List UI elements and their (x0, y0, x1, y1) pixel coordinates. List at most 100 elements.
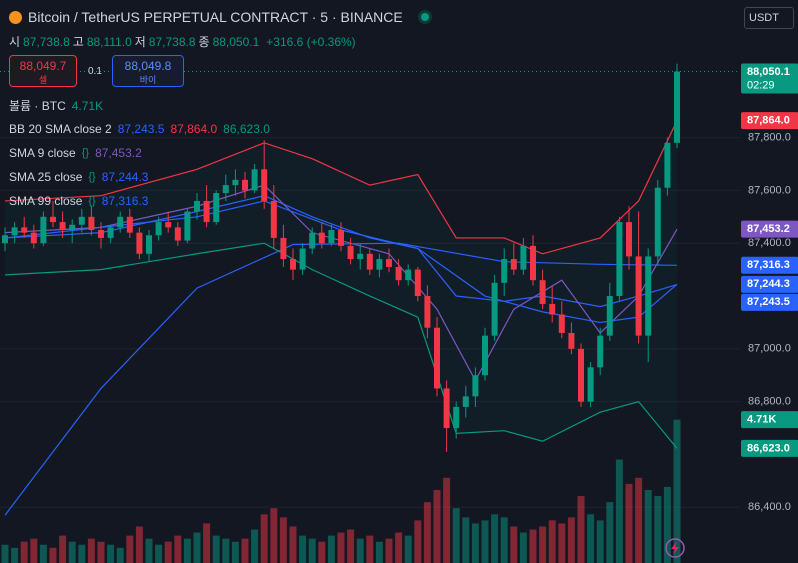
price-badge: 88,050.102:29 (741, 63, 798, 94)
sell-button[interactable]: 88,049.7 셀 (9, 55, 77, 87)
candle-body (290, 259, 296, 270)
volume-bar (356, 538, 364, 563)
candle-body (482, 335, 488, 376)
ohlc-row: 시 87,738.8 고 88,111.0 저 87,738.8 종 88,050.1 … (9, 33, 356, 50)
badge-label: 4.71K (747, 414, 776, 426)
volume-bar (481, 520, 489, 563)
candle-body (299, 248, 306, 270)
volume-bar (97, 541, 105, 563)
indicator-line (4, 200, 678, 324)
legend-value: 87,243.5 (117, 122, 165, 136)
candle-body (501, 259, 508, 283)
volume-bar (491, 514, 499, 563)
candle-body (414, 269, 421, 297)
candle-body (222, 185, 229, 194)
candle-body (309, 232, 316, 249)
volume-bar (155, 544, 163, 563)
volume-bar (231, 541, 239, 563)
indicator-line (4, 120, 678, 255)
badge-label: 88,050.1 (747, 66, 790, 78)
candle-body (366, 253, 373, 270)
badge-label: 87,244.3 (747, 278, 790, 290)
sma99-legend: SMA 99 close {} 87,316.3 (9, 194, 148, 208)
candle-body (88, 216, 95, 231)
volume-bar (174, 535, 182, 563)
candle-body (328, 230, 335, 244)
volume-bar (39, 544, 47, 563)
volume-bar (529, 529, 537, 563)
badge-bg (741, 112, 798, 130)
status-dot (420, 13, 429, 21)
candle-body (21, 227, 28, 233)
alert-button (665, 538, 685, 558)
volume-bar (606, 502, 614, 563)
candle-body (587, 367, 594, 402)
candle-body (434, 327, 440, 389)
candle-body (578, 348, 584, 402)
y-tick-label: 86,400.0 (748, 501, 791, 513)
volume-bar (59, 535, 67, 563)
volume-bar (587, 514, 595, 563)
ohlc-value: 88,111.0 (86, 34, 132, 49)
volume-bar (279, 517, 287, 563)
volume-bar (615, 459, 623, 563)
buy-button[interactable]: 88,049.8 바이 (112, 55, 184, 87)
y-tick-label: 87,600.0 (748, 184, 791, 196)
badge-bg (741, 63, 798, 94)
candle-body (347, 245, 354, 260)
candle-body (462, 396, 469, 407)
code-icon: {} (81, 147, 90, 159)
candle-body (280, 237, 287, 260)
candle-body (558, 314, 565, 333)
currency-select[interactable]: USDT (744, 7, 794, 29)
legend-value: 87,244.3 (101, 170, 149, 184)
volume-bar (539, 526, 547, 563)
y-tick-label: 86,800.0 (748, 396, 791, 408)
candle-body (645, 256, 652, 336)
volume-bar (299, 535, 307, 563)
y-tick-label: 87,000.0 (748, 343, 791, 355)
volume-bar (318, 541, 326, 563)
sma25-legend: SMA 25 close {} 87,244.3 (9, 170, 148, 184)
volume-bar (107, 544, 115, 563)
candle-body (2, 235, 8, 244)
price-badge: 87,864.0 (741, 112, 798, 130)
candle-body (251, 169, 258, 191)
candle-body (357, 253, 364, 260)
candle-body (472, 375, 479, 397)
candle-body (674, 71, 680, 143)
alert-icon (671, 541, 679, 555)
volume-bar (183, 538, 191, 563)
volume-bar (11, 547, 19, 563)
volume-bar (49, 547, 57, 563)
volume-bar (471, 523, 479, 563)
badge-label: 87,864.0 (747, 115, 790, 127)
candle-body (11, 227, 18, 236)
chart-title: Bitcoin / TetherUS PERPETUAL CONTRACT · … (28, 9, 403, 25)
candle-body (654, 187, 661, 257)
volume-bar (548, 520, 556, 563)
volume-bar (577, 496, 585, 563)
volume-bar (222, 538, 230, 563)
candle-body (395, 266, 402, 281)
candle-body (405, 269, 412, 281)
candle-body (443, 388, 450, 429)
volume-bar (270, 508, 278, 563)
volume-bar (414, 520, 422, 563)
sell-label: 셀 (38, 75, 48, 85)
volume-bar (654, 496, 662, 563)
volume-bar (1, 544, 9, 563)
candle-body (386, 259, 392, 267)
y-tick-label: 87,400.0 (748, 237, 791, 249)
candle-body (242, 179, 248, 191)
price-badge: 86,623.0 (741, 439, 798, 457)
candle-body (510, 259, 517, 270)
spread: 0.1 (88, 66, 102, 77)
indicator-line (4, 242, 678, 516)
code-icon: {} (88, 171, 96, 183)
volume-bar (308, 538, 316, 563)
badge-bg (741, 293, 798, 311)
sell-price: 88,049.7 (19, 59, 67, 73)
candle-body (136, 232, 143, 254)
